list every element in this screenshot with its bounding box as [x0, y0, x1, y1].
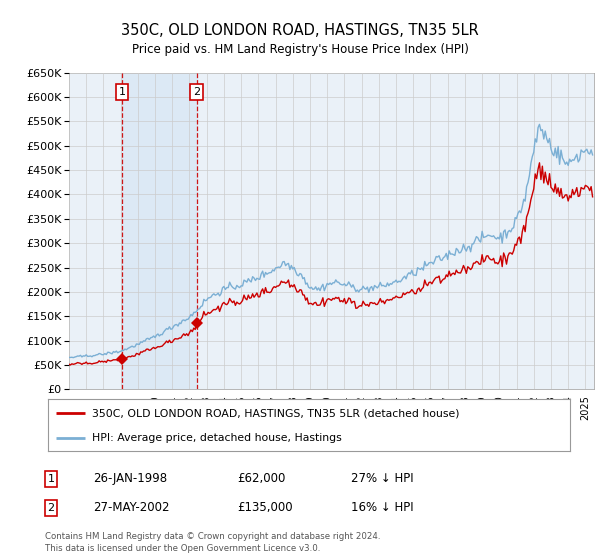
Text: 2: 2	[47, 503, 55, 513]
Text: 2: 2	[193, 87, 200, 97]
Text: Price paid vs. HM Land Registry's House Price Index (HPI): Price paid vs. HM Land Registry's House …	[131, 43, 469, 56]
Text: 26-JAN-1998: 26-JAN-1998	[93, 472, 167, 486]
Text: £62,000: £62,000	[237, 472, 286, 486]
Text: 350C, OLD LONDON ROAD, HASTINGS, TN35 5LR: 350C, OLD LONDON ROAD, HASTINGS, TN35 5L…	[121, 24, 479, 38]
Text: 1: 1	[47, 474, 55, 484]
Text: £135,000: £135,000	[237, 501, 293, 515]
Text: 27-MAY-2002: 27-MAY-2002	[93, 501, 170, 515]
Text: Contains HM Land Registry data © Crown copyright and database right 2024.
This d: Contains HM Land Registry data © Crown c…	[45, 533, 380, 553]
Bar	[122, 73, 197, 389]
Text: HPI: Average price, detached house, Hastings: HPI: Average price, detached house, Hast…	[92, 433, 342, 443]
Text: 1: 1	[119, 87, 125, 97]
Text: 27% ↓ HPI: 27% ↓ HPI	[351, 472, 413, 486]
Text: 350C, OLD LONDON ROAD, HASTINGS, TN35 5LR (detached house): 350C, OLD LONDON ROAD, HASTINGS, TN35 5L…	[92, 408, 460, 418]
Text: 16% ↓ HPI: 16% ↓ HPI	[351, 501, 413, 515]
